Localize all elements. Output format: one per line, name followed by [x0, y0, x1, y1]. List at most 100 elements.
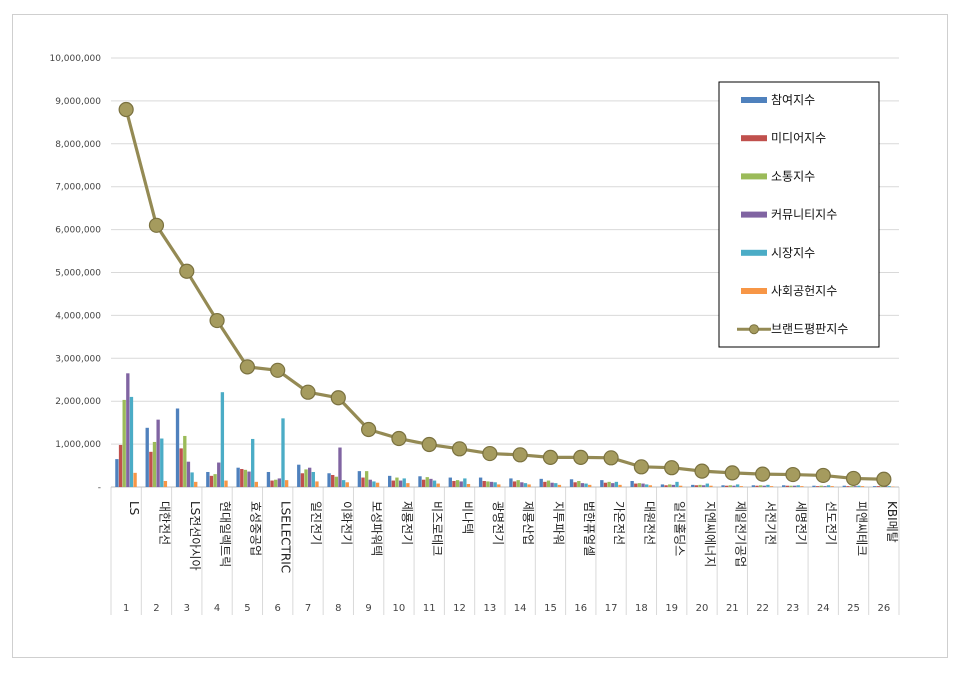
line-marker — [270, 362, 286, 378]
rank-label: 7 — [305, 603, 311, 614]
bar — [149, 451, 153, 487]
y-tick-label: 6,000,000 — [55, 226, 101, 236]
category-label: 제룡산업 — [521, 501, 535, 545]
category-label: 효성중공업 — [248, 501, 262, 556]
line-marker — [330, 390, 346, 406]
bar — [206, 471, 210, 487]
bar — [600, 480, 604, 487]
line-marker — [118, 101, 134, 118]
bar — [243, 469, 248, 487]
bar — [554, 483, 558, 487]
bar — [887, 486, 891, 487]
category-label: 비나텍 — [461, 501, 475, 534]
category-label: LS — [127, 501, 141, 515]
bar — [126, 373, 130, 487]
bar — [315, 481, 319, 487]
bar — [254, 481, 258, 487]
rank-label: 4 — [214, 603, 220, 614]
bar — [785, 485, 789, 487]
legend-marker — [749, 324, 759, 335]
bar — [122, 399, 126, 487]
bar — [284, 480, 289, 487]
bar — [732, 485, 736, 487]
bar — [577, 480, 581, 487]
bar — [846, 486, 850, 487]
bar — [436, 483, 440, 487]
bar — [209, 475, 214, 487]
legend-swatch — [741, 249, 767, 256]
bar — [418, 476, 422, 487]
rank-label: 6 — [275, 603, 281, 614]
bar — [675, 481, 679, 487]
category-label: 가온전선 — [612, 501, 626, 545]
bar — [645, 484, 649, 487]
rank-label: 23 — [787, 603, 800, 614]
bar — [251, 438, 255, 487]
category-label: LSELECTRIC — [279, 501, 293, 573]
bar — [698, 484, 702, 487]
rank-label: 11 — [423, 603, 436, 614]
bar — [345, 482, 349, 487]
line-marker — [542, 449, 559, 465]
bar — [183, 435, 187, 487]
bar — [782, 485, 786, 487]
bar — [671, 484, 676, 487]
line-marker — [724, 465, 740, 481]
bar — [630, 480, 634, 487]
bar — [459, 481, 463, 487]
bar — [641, 483, 645, 487]
line-marker — [209, 312, 225, 329]
category-label: 피앤씨테크 — [855, 501, 869, 556]
bar — [691, 484, 695, 487]
category-label: 세명전기 — [794, 501, 808, 545]
bar — [421, 479, 426, 487]
line-marker — [845, 470, 862, 487]
bar — [425, 477, 429, 487]
bar — [194, 481, 198, 487]
bar — [539, 478, 543, 487]
bar — [573, 482, 577, 487]
bar — [160, 438, 164, 487]
bar — [588, 484, 592, 487]
bar — [308, 467, 312, 487]
rank-label: 8 — [335, 603, 341, 614]
bar — [186, 461, 191, 487]
bar — [678, 485, 683, 487]
bar — [755, 485, 759, 487]
bar — [311, 471, 315, 487]
bar — [637, 483, 642, 487]
category-label: LS전선아시아 — [188, 501, 202, 571]
bar — [118, 444, 123, 487]
category-label: 지엔씨에너지 — [703, 501, 717, 567]
bar — [175, 408, 180, 487]
line-marker — [633, 459, 649, 475]
category-label: 비즈로테크 — [430, 501, 444, 556]
y-tick-label: 2,000,000 — [55, 397, 101, 407]
legend-swatch — [741, 211, 767, 218]
category-label: 보성파워텍 — [370, 501, 384, 556]
category-label: 지투파워 — [551, 501, 565, 545]
bar — [611, 483, 615, 487]
bar — [789, 485, 793, 487]
bar — [361, 477, 365, 487]
line-marker — [664, 460, 680, 476]
bar — [163, 480, 168, 487]
bar — [721, 485, 725, 487]
bar — [800, 486, 804, 487]
y-tick-label: 1,000,000 — [55, 440, 101, 450]
bar — [133, 472, 137, 487]
bar — [129, 396, 134, 487]
bar — [297, 464, 301, 487]
rank-label: 1 — [123, 603, 129, 614]
bar — [327, 473, 331, 487]
bar — [274, 479, 278, 487]
line-marker — [300, 384, 316, 400]
category-label: 광명전기 — [491, 501, 505, 545]
bar — [391, 480, 395, 487]
bar — [826, 485, 831, 487]
category-label: 제룡전기 — [400, 501, 414, 545]
bar — [618, 484, 622, 487]
rank-label: 17 — [605, 603, 618, 614]
bar — [341, 480, 346, 487]
category-label: 대한전선 — [157, 501, 171, 545]
